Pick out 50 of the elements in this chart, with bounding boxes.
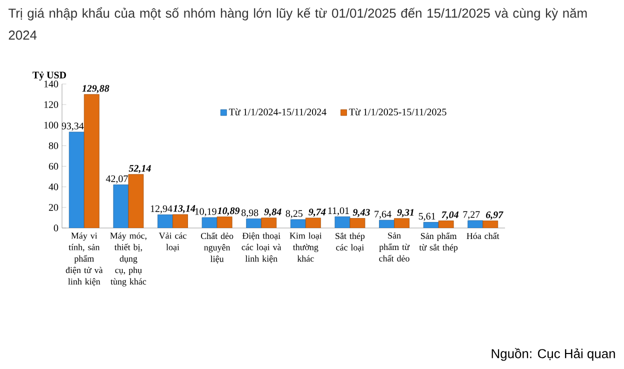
x-tick-label: Sản phẩm từ chất dẻo (379, 232, 410, 262)
x-tick-label: Vải các loại (158, 232, 186, 252)
x-tick-label: Chất dẻo nguyên liệu (200, 232, 234, 264)
data-label: 13,14 (173, 205, 196, 214)
data-label: 10,19 (195, 208, 216, 216)
x-tick-label: Kim loại thường khác (290, 232, 322, 262)
data-label: 9,84 (264, 208, 282, 217)
data-label: 42,07 (106, 175, 128, 184)
bar (68, 132, 84, 228)
bar (84, 94, 100, 228)
y-tick-label: 100 (44, 122, 58, 128)
y-tick-label: 0 (54, 224, 58, 232)
data-label: 9,74 (308, 208, 326, 217)
x-tick-label: Hóa chất (466, 232, 500, 240)
text: Nguồn: Cục Hải quan (492, 348, 615, 361)
x-tick-label: Máy móc, thiết bị, dụng cụ, phụ tùng khác (110, 232, 146, 286)
x-tick-label: Máy vi tính, sản phẩm điện tử và linh kiện (66, 232, 103, 286)
y-axis-title: Tỷ USD (32, 72, 66, 80)
data-label: 8,25 (286, 210, 302, 218)
data-label: 12,94 (150, 205, 172, 214)
bar (128, 174, 144, 228)
data-label: 52,14 (128, 165, 151, 174)
x-tick-label: Điện thoại các loại và linh kiện (242, 232, 282, 264)
legend-label: Từ 1/1/2025-15/11/2025 (349, 108, 446, 116)
y-tick-label: 140 (44, 80, 58, 88)
legend-label: Từ 1/1/2024-15/11/2024 (229, 108, 326, 116)
bar (113, 184, 129, 228)
bar (158, 214, 173, 228)
x-tick-label: Sản phẩm từ sắt thép (419, 232, 458, 252)
y-tick-label: 40 (48, 183, 58, 190)
data-label: 11,01 (328, 207, 349, 216)
y-tick-label: 20 (48, 204, 58, 211)
data-label: 129,88 (82, 85, 110, 94)
data-label: 6,97 (486, 211, 504, 220)
data-label: 7,04 (442, 211, 458, 220)
bar (394, 218, 410, 228)
data-label: 7,64 (374, 210, 392, 219)
data-label: 9,31 (397, 209, 414, 218)
y-tick-label: 80 (48, 142, 58, 150)
data-label: 93,34 (62, 122, 84, 131)
bar (261, 218, 276, 228)
chart-title: Trị giá nhập khẩu của một số nhóm hàng lớn lũy kế từ 01/01/2025 đến 15/11/2025 và cùng kỳ năm 2024 (8, 7, 587, 40)
x-tick-label: Sắt thép các loại (336, 232, 365, 252)
data-label: 10,89 (218, 207, 240, 216)
data-label: 7,27 (463, 211, 480, 220)
data-label: 9,43 (352, 208, 370, 218)
data-label: 5,61 (418, 212, 436, 222)
data-label: 8,98 (242, 209, 258, 218)
y-tick-label: 60 (48, 162, 58, 170)
y-tick-label: 120 (44, 101, 58, 108)
